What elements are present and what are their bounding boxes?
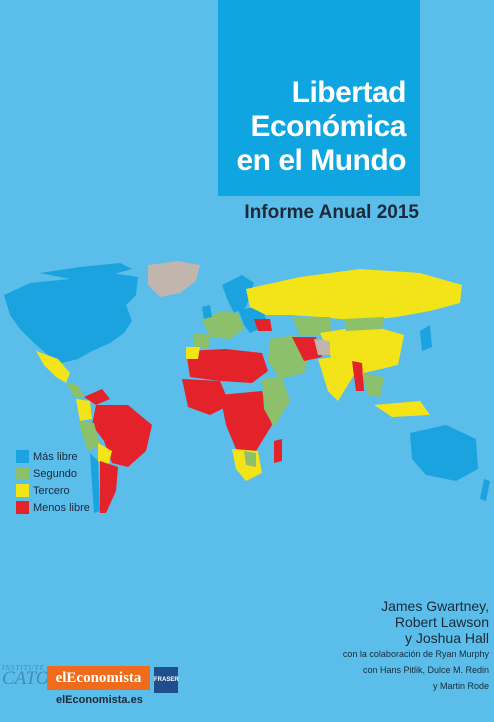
world-map <box>4 261 490 513</box>
region-australia <box>410 425 478 481</box>
title-line-1: Libertad <box>291 76 407 109</box>
authors-block: James Gwartney, Robert Lawson y Joshua H… <box>343 598 489 694</box>
region-india <box>318 355 354 401</box>
region-morocco <box>186 347 200 359</box>
region-ukraine <box>254 319 272 331</box>
region-canada-north <box>40 263 132 279</box>
cato-logo: INSTITUTE CATO <box>2 664 50 690</box>
region-indonesia <box>374 401 430 417</box>
region-east-africa <box>262 377 290 427</box>
region-uk <box>202 305 212 319</box>
author-line: James Gwartney, <box>381 598 489 614</box>
region-central-america <box>66 383 84 397</box>
legend-swatch <box>16 450 29 463</box>
map-legend: Más libre Segundo Tercero Menos libre <box>16 448 90 516</box>
title-box: Libertad Económica en el Mundo <box>218 0 420 196</box>
collab-line: con Hans Pitlik, Dulce M. Redin <box>362 665 489 675</box>
title-line-3: en el Mundo <box>236 144 407 177</box>
fraser-logo: FRASER <box>154 667 179 693</box>
region-brazil <box>92 405 152 467</box>
region-mongolia <box>344 317 384 331</box>
region-west-africa <box>182 379 230 415</box>
region-venezuela <box>84 389 110 405</box>
region-colombia <box>76 399 92 421</box>
legend-label: Más libre <box>33 450 78 463</box>
region-southeast-asia <box>362 373 384 397</box>
legend-swatch <box>16 484 29 497</box>
region-iran <box>292 337 322 361</box>
collab-line: con la colaboración de Ryan Murphy <box>342 649 489 659</box>
region-russia <box>246 269 462 321</box>
region-peru <box>78 421 100 451</box>
collab-line: y Martin Rode <box>432 681 489 691</box>
region-bolivia <box>98 443 112 467</box>
author-line: Robert Lawson <box>394 614 489 630</box>
region-greenland <box>148 261 200 297</box>
region-iberia <box>194 333 210 349</box>
region-kazakhstan <box>292 317 332 335</box>
region-madagascar <box>274 439 282 463</box>
legend-item: Tercero <box>16 482 90 499</box>
region-west-europe <box>202 311 244 339</box>
legend-item: Más libre <box>16 448 90 465</box>
region-argentina <box>100 461 118 513</box>
eleconomista-url: elEconomista.es <box>56 694 143 706</box>
author-line: y Joshua Hall <box>404 630 489 646</box>
legend-swatch <box>16 501 29 514</box>
eleconomista-logo: elEconomista <box>47 666 150 690</box>
region-scandinavia <box>222 275 254 313</box>
legend-swatch <box>16 467 29 480</box>
legend-label: Menos libre <box>33 501 90 514</box>
legend-item: Segundo <box>16 465 90 482</box>
region-japan <box>420 325 432 351</box>
subtitle: Informe Anual 2015 <box>244 202 419 223</box>
region-afghanistan <box>314 339 330 355</box>
region-north-africa <box>186 349 268 383</box>
legend-item: Menos libre <box>16 499 90 516</box>
region-myanmar <box>352 361 364 391</box>
region-north-america <box>4 273 138 363</box>
region-new-zealand <box>480 479 490 501</box>
cato-logo-text: CATO <box>2 668 50 689</box>
region-central-africa <box>220 391 272 451</box>
legend-label: Tercero <box>33 484 70 497</box>
title-line-2: Económica <box>250 110 406 143</box>
cato-logo-small: INSTITUTE <box>2 664 45 672</box>
region-chile <box>90 453 100 513</box>
region-mexico <box>36 351 70 383</box>
region-botswana <box>244 451 256 467</box>
legend-label: Segundo <box>33 467 78 480</box>
